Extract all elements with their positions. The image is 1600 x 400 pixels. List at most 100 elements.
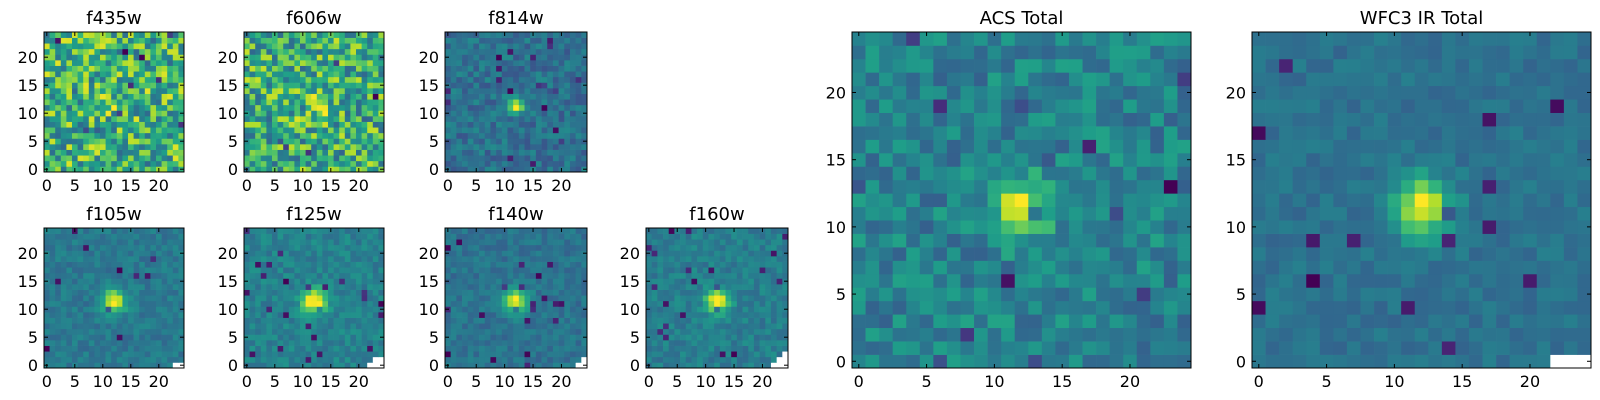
heatmap-cell [456,267,463,274]
heatmap-cell [122,48,129,55]
heatmap-cell [277,60,284,66]
heatmap-cell [172,256,179,262]
heatmap-cell [445,71,452,78]
panel-title: f105w [86,204,141,225]
heatmap-cell [569,278,576,285]
heatmap-cell [60,32,67,38]
heatmap-cell [244,261,250,268]
heatmap-cell [765,317,772,324]
heatmap-cell [479,256,486,262]
heatmap-cell [496,317,503,324]
heatmap-cell [105,244,112,251]
heatmap-cell [49,345,56,352]
heatmap-cell [445,312,452,318]
heatmap-cell [987,193,1002,208]
heatmap-cell [344,312,351,318]
heatmap-cell [668,312,675,318]
heatmap-cell [361,160,368,167]
heatmap-cell [378,88,385,94]
heatmap-cell [144,110,151,117]
heatmap-cell [697,334,704,341]
heatmap-cell [77,121,84,128]
heatmap-cell [161,345,168,352]
heatmap-cell [294,43,301,50]
heatmap-cell [680,295,687,302]
heatmap-cell [128,233,134,240]
heatmap-cell [122,228,129,234]
heatmap-cell [770,306,777,313]
heatmap-cell [496,261,503,268]
heatmap-cell [685,323,692,330]
heatmap-cell [742,256,749,262]
heatmap-cell [356,116,362,122]
heatmap-cell [651,267,658,274]
heatmap-cell [305,250,312,257]
heatmap-cell [311,71,318,78]
heatmap-cell [547,250,554,257]
heatmap-cell [518,37,525,44]
heatmap-cell [547,278,554,285]
heatmap-cell [776,317,783,324]
heatmap-cell [974,273,988,288]
heatmap-cell [172,149,179,156]
heatmap-cell [139,60,146,66]
heatmap-cell [575,43,582,50]
heatmap-cell [1150,233,1165,248]
heatmap-cell [513,328,520,335]
heatmap-cell [350,43,357,50]
heatmap-cell [892,260,907,275]
heatmap-cell [311,228,318,234]
heatmap-cell [736,362,743,369]
heatmap-cell [72,110,78,117]
heatmap-cell [753,300,760,307]
heatmap-cell [339,267,346,274]
heatmap-cell [507,345,514,352]
heatmap-cell [1109,341,1124,355]
heatmap-cell [344,43,351,50]
heatmap-cell [541,295,548,302]
heatmap-cell [116,340,123,346]
y-tick-label: 5 [228,132,238,151]
heatmap-cell [674,323,681,330]
heatmap-cell [144,317,151,324]
heatmap-cell [575,295,582,302]
heatmap-cell [919,247,934,261]
heatmap-cell [66,289,73,296]
heatmap-cell [479,99,486,106]
heatmap-cell [691,295,698,302]
heatmap-cell [759,267,766,274]
heatmap-cell [49,155,56,162]
heatmap-cell [467,323,474,330]
heatmap-cell [479,362,486,369]
heatmap-cell [277,244,284,251]
heatmap-cell [361,345,368,352]
heatmap-cell [697,295,704,302]
heatmap-cell [172,166,179,173]
heatmap-cell [311,76,318,83]
heatmap-cell [88,250,95,257]
heatmap-cell [150,149,157,156]
heatmap-cell [484,289,491,296]
x-tick-label: 0 [42,176,52,195]
heatmap-cell [122,138,129,145]
heatmap-cell [178,127,185,134]
heatmap-cell [462,267,469,274]
heatmap-cell [731,323,738,330]
heatmap-cell [490,138,497,145]
heatmap-cell [765,289,772,296]
heatmap-cell [518,88,525,94]
heatmap-cell [719,312,726,318]
heatmap-cell [178,340,185,346]
heatmap-cell [260,71,267,78]
heatmap-cell [736,267,743,274]
heatmap-cell [782,356,789,363]
heatmap-cell [765,328,772,335]
heatmap-cell [311,312,318,318]
heatmap-cell [77,334,84,341]
heatmap-cell [139,256,146,262]
heatmap-cell [305,99,312,106]
heatmap-cell [541,345,548,352]
heatmap-cell [105,334,112,341]
heatmap-cell [272,88,278,94]
heatmap-cell [44,233,50,240]
